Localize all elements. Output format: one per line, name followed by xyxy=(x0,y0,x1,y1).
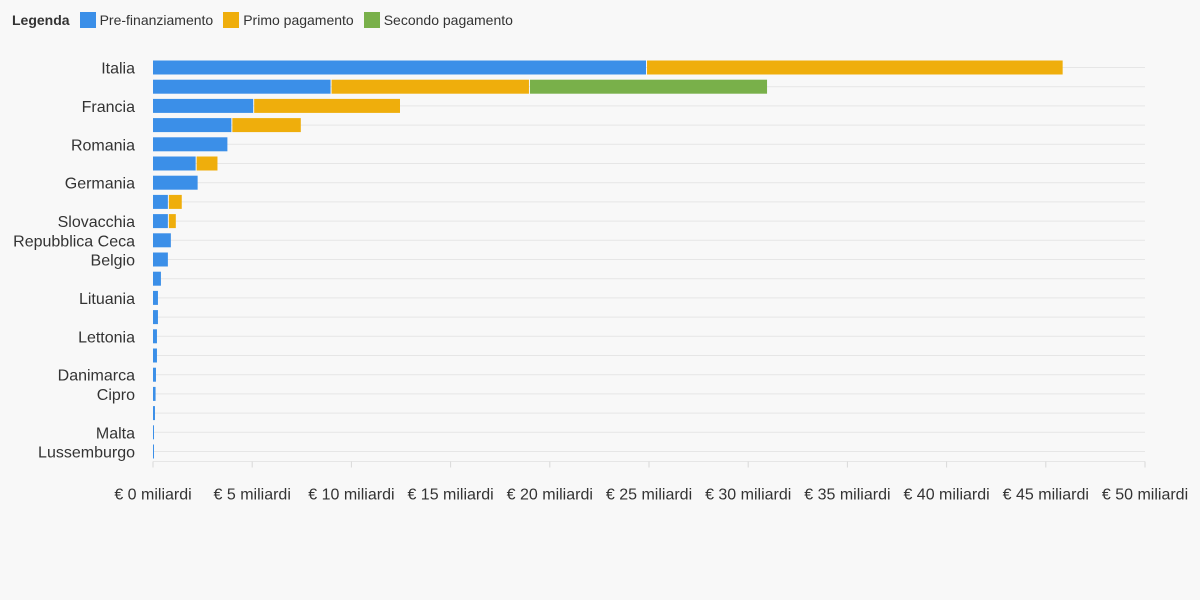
x-tick-label: € 50 miliardi xyxy=(1102,487,1188,504)
x-tick-label: € 0 miliardi xyxy=(114,487,191,504)
bar-segment xyxy=(153,271,161,286)
bar-segment xyxy=(153,60,647,75)
category-label: Danimarca xyxy=(58,368,135,385)
category-label: Germania xyxy=(65,176,135,193)
bar-segment xyxy=(168,214,176,229)
bar-segment xyxy=(647,60,1063,75)
legend-label-primo-pagamento: Primo pagamento xyxy=(243,12,354,28)
bar-segment xyxy=(153,425,154,440)
bar-segment xyxy=(153,252,168,267)
bar-segment xyxy=(153,194,168,209)
x-tick-label: € 5 miliardi xyxy=(214,487,291,504)
category-label: Romania xyxy=(71,137,135,154)
legend-item-pre-finanziamento[interactable]: Pre-finanziamento xyxy=(79,12,214,28)
category-label: Lettonia xyxy=(78,329,135,346)
bar-segment xyxy=(153,406,155,421)
legend-title: Legenda xyxy=(12,12,70,28)
bar-segment xyxy=(254,98,400,113)
legend-swatch-secondo-pagamento xyxy=(363,12,380,28)
legend-label-pre-finanziamento: Pre-finanziamento xyxy=(99,12,214,28)
bar-segment xyxy=(331,79,529,94)
category-label: Slovacchia xyxy=(58,214,135,231)
category-labels: Italia Francia Romania Germania Slovacchia Re… xyxy=(13,61,135,462)
x-tick-label: € 10 miliardi xyxy=(308,487,394,504)
category-label: Francia xyxy=(82,99,135,116)
bar-segment xyxy=(153,444,154,459)
category-label: Lituania xyxy=(79,291,135,308)
legend-item-secondo-pagamento[interactable]: Secondo pagamento xyxy=(363,12,513,28)
legend-label-secondo-pagamento: Secondo pagamento xyxy=(383,12,513,28)
bar-segment xyxy=(153,214,168,229)
x-tick-label: € 25 miliardi xyxy=(606,487,692,504)
x-tick-label: € 45 miliardi xyxy=(1003,487,1089,504)
legend-swatch-primo-pagamento xyxy=(223,12,240,28)
x-tick-label: € 30 miliardi xyxy=(705,487,791,504)
category-label: Lussemburgo xyxy=(38,445,135,462)
category-label: Malta xyxy=(96,425,135,442)
bar-segment xyxy=(153,79,331,94)
bar-segment xyxy=(153,175,198,190)
x-tick-label: € 35 miliardi xyxy=(804,487,890,504)
x-tick-label: € 20 miliardi xyxy=(507,487,593,504)
legend-swatch-pre-finanziamento xyxy=(79,12,96,28)
bar-segment xyxy=(529,79,768,94)
bar-segment xyxy=(153,329,157,344)
x-tick-label: € 40 miliardi xyxy=(903,487,989,504)
bar-segment xyxy=(153,367,156,382)
bar-segment xyxy=(153,386,156,401)
chart-bars xyxy=(153,60,1063,459)
bar-segment xyxy=(196,156,218,171)
category-label: Repubblica Ceca xyxy=(13,233,135,250)
x-axis: € 0 miliardi € 5 miliardi € 10 miliardi € 1… xyxy=(114,461,1188,504)
legend-item-primo-pagamento[interactable]: Primo pagamento xyxy=(223,12,354,28)
category-label: Italia xyxy=(101,61,135,78)
x-tick-label: € 15 miliardi xyxy=(407,487,493,504)
category-label: Cipro xyxy=(97,387,135,404)
bar-segment xyxy=(153,98,254,113)
bar-segment xyxy=(153,156,196,171)
bar-segment xyxy=(153,348,157,363)
bar-segment xyxy=(153,118,232,133)
bar-segment xyxy=(232,118,301,133)
bar-segment xyxy=(153,290,158,305)
bar-segment xyxy=(153,137,228,152)
legend: Legenda Pre-finanziamento Primo pagament… xyxy=(12,12,513,28)
chart-grid xyxy=(153,67,1145,462)
bar-segment xyxy=(168,194,182,209)
category-label: Belgio xyxy=(91,253,136,270)
bar-segment xyxy=(153,310,158,325)
bar-segment xyxy=(153,233,171,248)
